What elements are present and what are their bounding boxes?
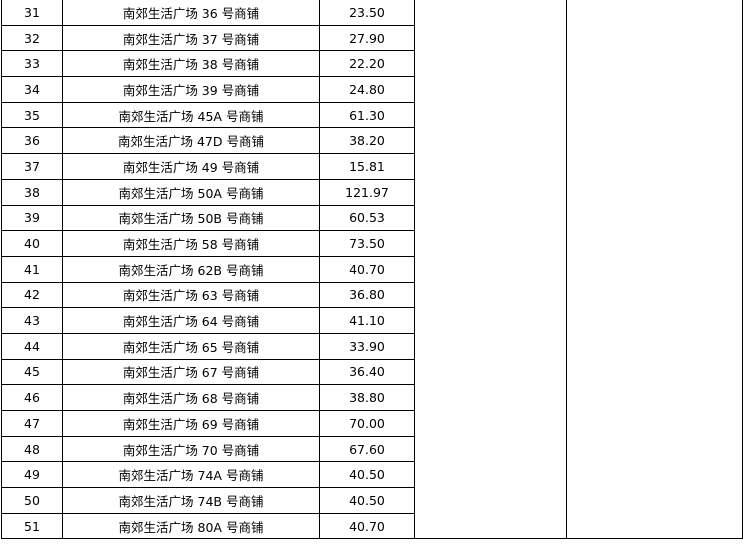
table-row: 47 南郊生活广场 69 号商铺 70.00	[1, 410, 743, 437]
shop-area: 40.70	[319, 512, 415, 540]
shop-name: 南郊生活广场 50A 号商铺	[62, 178, 320, 206]
row-number: 49	[1, 461, 63, 489]
row-number: 33	[1, 50, 63, 78]
table-row: 46 南郊生活广场 68 号商铺 38.80	[1, 384, 743, 411]
shop-name: 南郊生活广场 64 号商铺	[62, 307, 320, 334]
shop-area: 40.70	[319, 255, 415, 283]
row-number: 32	[1, 24, 63, 52]
table-row: 36 南郊生活广场 47D 号商铺 38.20	[1, 127, 743, 155]
table-row: 42 南郊生活广场 63 号商铺 36.80	[1, 281, 743, 309]
table-row: 39 南郊生活广场 50B 号商铺 60.53	[1, 204, 743, 232]
shop-name: 南郊生活广场 70 号商铺	[62, 435, 320, 463]
row-number: 38	[1, 178, 63, 206]
table-row: 32 南郊生活广场 37 号商铺 27.90	[1, 24, 743, 52]
table-row: 41 南郊生活广场 62B 号商铺 40.70	[1, 255, 743, 283]
table-row: 51 南郊生活广场 80A 号商铺 40.70	[1, 512, 743, 540]
shop-area: 121.97	[319, 178, 415, 206]
shop-name: 南郊生活广场 65 号商铺	[62, 332, 320, 360]
row-number: 51	[1, 512, 63, 540]
shop-area: 73.50	[319, 230, 415, 257]
shop-area: 67.60	[319, 435, 415, 463]
shop-name: 南郊生活广场 74B 号商铺	[62, 487, 320, 514]
row-number: 31	[1, 0, 63, 26]
row-number: 39	[1, 204, 63, 232]
shop-area: 27.90	[319, 24, 415, 52]
shop-area: 40.50	[319, 461, 415, 489]
shop-name: 南郊生活广场 80A 号商铺	[62, 512, 320, 540]
row-number: 40	[1, 230, 63, 257]
table-row: 33 南郊生活广场 38 号商铺 22.20	[1, 50, 743, 78]
shop-area: 70.00	[319, 410, 415, 437]
shop-area: 36.40	[319, 358, 415, 386]
shop-name: 南郊生活广场 62B 号商铺	[62, 255, 320, 283]
row-number: 45	[1, 358, 63, 386]
shop-name: 南郊生活广场 63 号商铺	[62, 281, 320, 309]
shop-name: 南郊生活广场 68 号商铺	[62, 384, 320, 411]
shop-name: 南郊生活广场 39 号商铺	[62, 76, 320, 103]
shop-name: 南郊生活广场 36 号商铺	[62, 0, 320, 26]
shop-area: 36.80	[319, 281, 415, 309]
table-row: 48 南郊生活广场 70 号商铺 67.60	[1, 435, 743, 463]
shop-name: 南郊生活广场 38 号商铺	[62, 50, 320, 78]
shop-area: 61.30	[319, 101, 415, 129]
row-number: 36	[1, 127, 63, 155]
shop-name: 南郊生活广场 47D 号商铺	[62, 127, 320, 155]
table-row: 38 南郊生活广场 50A 号商铺 121.97	[1, 178, 743, 206]
row-number: 44	[1, 332, 63, 360]
shop-name: 南郊生活广场 49 号商铺	[62, 153, 320, 180]
row-number: 41	[1, 255, 63, 283]
table-row: 37 南郊生活广场 49 号商铺 15.81	[1, 153, 743, 180]
row-number: 47	[1, 410, 63, 437]
shop-name: 南郊生活广场 74A 号商铺	[62, 461, 320, 489]
row-number: 37	[1, 153, 63, 180]
row-number: 43	[1, 307, 63, 334]
shop-name: 南郊生活广场 50B 号商铺	[62, 204, 320, 232]
row-number: 48	[1, 435, 63, 463]
row-number: 42	[1, 281, 63, 309]
shop-name: 南郊生活广场 69 号商铺	[62, 410, 320, 437]
row-number: 35	[1, 101, 63, 129]
table-row: 34 南郊生活广场 39 号商铺 24.80	[1, 76, 743, 103]
shop-area: 15.81	[319, 153, 415, 180]
shop-area: 33.90	[319, 332, 415, 360]
shop-area: 40.50	[319, 487, 415, 514]
row-number: 46	[1, 384, 63, 411]
shop-area: 60.53	[319, 204, 415, 232]
table-row: 40 南郊生活广场 58 号商铺 73.50	[1, 230, 743, 257]
row-number: 34	[1, 76, 63, 103]
merged-empty-cell-2	[566, 0, 743, 540]
shop-area: 24.80	[319, 76, 415, 103]
shop-area: 38.80	[319, 384, 415, 411]
shop-area: 22.20	[319, 50, 415, 78]
table-row: 50 南郊生活广场 74B 号商铺 40.50	[1, 487, 743, 514]
shop-name: 南郊生活广场 67 号商铺	[62, 358, 320, 386]
table-row: 35 南郊生活广场 45A 号商铺 61.30	[1, 101, 743, 129]
shop-area: 41.10	[319, 307, 415, 334]
shop-name: 南郊生活广场 58 号商铺	[62, 230, 320, 257]
shop-area: 23.50	[319, 0, 415, 26]
row-number: 50	[1, 487, 63, 514]
merged-empty-cell-1	[414, 0, 567, 540]
shop-name: 南郊生活广场 45A 号商铺	[62, 101, 320, 129]
shop-name: 南郊生活广场 37 号商铺	[62, 24, 320, 52]
shop-area: 38.20	[319, 127, 415, 155]
